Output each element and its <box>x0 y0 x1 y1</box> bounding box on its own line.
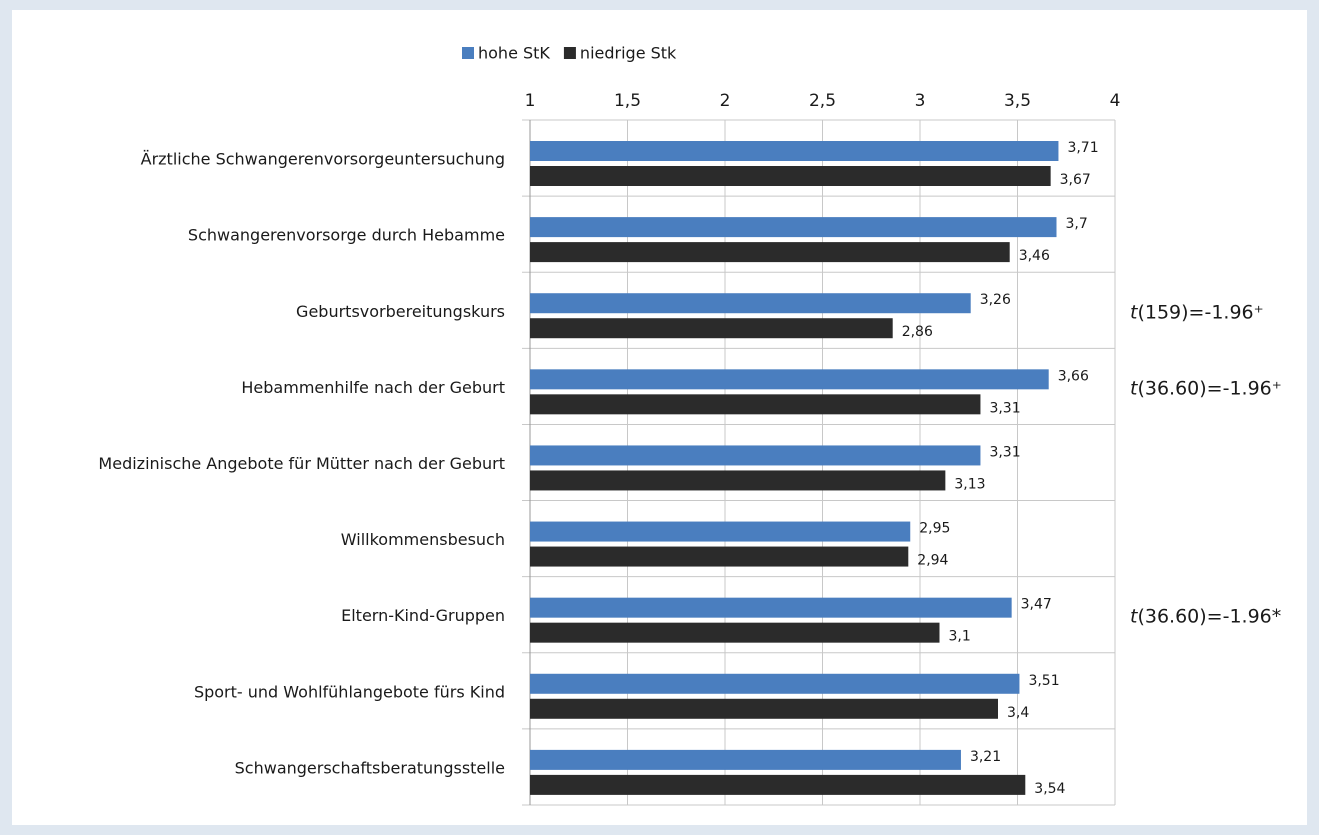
bar <box>530 318 893 339</box>
y-tick-label: Schwangerenvorsorge durch Hebamme <box>188 226 505 245</box>
bar <box>530 369 1049 390</box>
data-label: 3,67 <box>1060 172 1091 188</box>
x-tick-label: 4 <box>1110 91 1121 111</box>
annotation: t(159)=-1.96⁺ <box>1130 301 1264 323</box>
data-label: 3,4 <box>1007 705 1029 721</box>
bar <box>530 217 1057 238</box>
data-label: 3,13 <box>954 476 985 492</box>
data-label: 3,26 <box>980 292 1011 308</box>
bar <box>530 242 1010 263</box>
data-label: 3,54 <box>1034 781 1065 797</box>
legend-swatch <box>563 47 576 59</box>
x-tick-label: 3,5 <box>1004 91 1031 111</box>
bar <box>530 546 909 567</box>
annotation: t(36.60)=-1.96* <box>1130 605 1281 627</box>
data-label: 3,31 <box>989 444 1020 460</box>
data-label: 2,86 <box>902 324 933 340</box>
data-label: 3,7 <box>1066 216 1088 232</box>
bar <box>530 470 946 491</box>
x-tick-label: 2 <box>720 91 731 111</box>
bar <box>530 166 1051 186</box>
y-tick-label: Eltern-Kind-Gruppen <box>341 606 505 625</box>
bar <box>530 521 911 542</box>
y-tick-label: Ärztliche Schwangerenvorsorgeuntersuchun… <box>141 150 505 169</box>
y-tick-label: Sport- und Wohlfühlangebote fürs Kind <box>194 682 505 701</box>
data-label: 3,46 <box>1019 248 1050 264</box>
x-tick-label: 2,5 <box>809 91 836 111</box>
data-label: 3,31 <box>989 400 1020 416</box>
bar <box>530 774 1026 795</box>
data-label: 3,71 <box>1067 140 1098 156</box>
y-tick-label: Hebammenhilfe nach der Geburt <box>241 378 505 397</box>
data-label: 3,21 <box>970 749 1001 765</box>
legend-label: niedrige Stk <box>580 44 677 63</box>
data-label: 3,47 <box>1021 597 1052 613</box>
data-label: 2,94 <box>917 553 948 569</box>
bar <box>530 293 971 314</box>
bar <box>530 749 961 770</box>
x-tick-label: 1 <box>525 91 536 111</box>
data-label: 3,66 <box>1058 368 1089 384</box>
legend-label: hohe StK <box>478 44 550 63</box>
bar <box>530 698 998 719</box>
y-tick-label: Geburtsvorbereitungskurs <box>296 302 505 321</box>
legend-swatch <box>462 47 474 59</box>
x-tick-label: 3 <box>915 91 926 111</box>
y-tick-label: Schwangerschaftsberatungsstelle <box>235 758 505 777</box>
bar <box>530 622 940 643</box>
y-tick-label: Medizinische Angebote für Mütter nach de… <box>98 454 505 473</box>
bar <box>530 141 1059 161</box>
data-label: 3,1 <box>949 629 971 645</box>
bar <box>530 445 981 466</box>
data-label: 3,51 <box>1028 673 1059 689</box>
data-label: 2,95 <box>919 521 950 537</box>
bar <box>530 394 981 415</box>
annotation: t(36.60)=-1.96⁺ <box>1130 377 1282 399</box>
x-tick-label: 1,5 <box>614 91 641 111</box>
y-tick-label: Willkommensbesuch <box>341 530 505 549</box>
bar <box>530 673 1020 694</box>
bar <box>530 597 1012 618</box>
